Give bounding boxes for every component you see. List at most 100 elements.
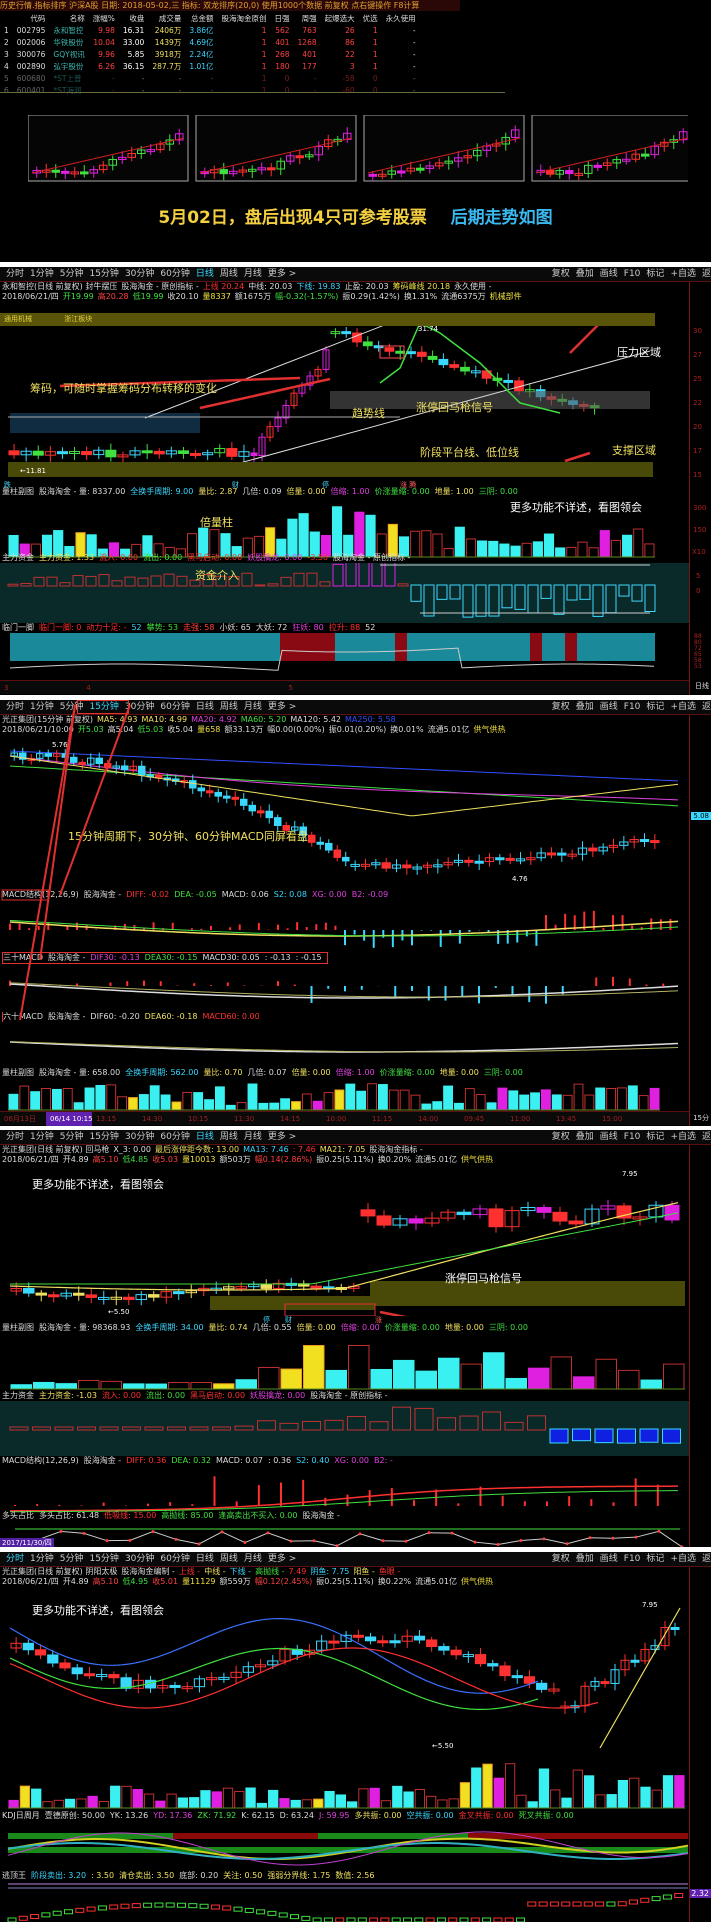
period-tab[interactable]: 5分钟: [59, 702, 84, 712]
toolbar-button[interactable]: 标记: [646, 269, 665, 279]
price-chart[interactable]: [0, 736, 689, 886]
toolbar-button[interactable]: F10: [623, 269, 641, 279]
period-tab[interactable]: 更多 >: [267, 1554, 297, 1564]
period-tab[interactable]: 30分钟: [124, 269, 155, 279]
column-header[interactable]: 永久使用: [385, 13, 416, 23]
toolbar-button[interactable]: 复权: [551, 1132, 570, 1142]
period-tab[interactable]: 1分钟: [30, 269, 54, 279]
table-row[interactable]: 6 600401 *ST海润 - - - - 1 0 - -60 0 -: [0, 84, 420, 96]
kdj-chart[interactable]: [0, 1821, 689, 1871]
period-tab[interactable]: 日线: [195, 269, 214, 279]
period-tab[interactable]: 30分钟: [124, 1132, 155, 1142]
period-tab[interactable]: 更多 >: [267, 1132, 297, 1142]
period-tab[interactable]: 30分钟: [124, 702, 155, 712]
toolbar-button[interactable]: F10: [623, 1554, 641, 1564]
price-chart[interactable]: [0, 1588, 689, 1756]
toolbar-button[interactable]: 返: [701, 702, 711, 712]
toolbar-button[interactable]: 复权: [551, 269, 570, 279]
period-tab[interactable]: 月线: [243, 269, 262, 279]
toolbar-button[interactable]: 画线: [599, 1132, 618, 1142]
bull-ratio-chart[interactable]: [0, 1521, 689, 1547]
column-header[interactable]: 涨幅%: [92, 13, 115, 23]
toolbar-button[interactable]: 返: [701, 1132, 711, 1142]
period-tab[interactable]: 日线: [195, 1132, 214, 1142]
period-tab[interactable]: 日线: [195, 1554, 214, 1564]
toolbar-button[interactable]: 复权: [551, 702, 570, 712]
column-header[interactable]: 成交量: [158, 13, 182, 23]
escape-top-chart[interactable]: [0, 1882, 689, 1922]
period-tab[interactable]: 分时: [6, 269, 25, 279]
table-row[interactable]: 3 300076 GQY视讯 9.96 5.85 3918万 2.24亿 1 268 401 22 1…: [0, 48, 420, 60]
table-row[interactable]: 1 002795 永和智控 9.98 16.31 2406万 3.86亿 1 562 763 26 1…: [0, 24, 420, 36]
period-tab[interactable]: 1分钟: [30, 702, 54, 712]
period-tab[interactable]: 月线: [243, 702, 262, 712]
column-header[interactable]: 收盘: [129, 13, 145, 23]
period-tab[interactable]: 周线: [219, 269, 238, 279]
period-tab[interactable]: 15分钟: [89, 1132, 119, 1142]
price-chart[interactable]: [0, 303, 689, 483]
period-tab[interactable]: 15分钟: [89, 269, 119, 279]
toolbar-button[interactable]: 复权: [551, 1554, 570, 1564]
toolbar-button[interactable]: 画线: [599, 1554, 618, 1564]
period-tab[interactable]: 60分钟: [160, 269, 190, 279]
macd-chart[interactable]: [0, 900, 689, 960]
period-tab[interactable]: 1分钟: [30, 1554, 54, 1564]
fund-chart[interactable]: [0, 563, 689, 623]
toolbar-button[interactable]: 标记: [646, 1132, 665, 1142]
period-tab[interactable]: 60分钟: [160, 1554, 190, 1564]
column-header[interactable]: 总金额: [191, 13, 214, 23]
table-row[interactable]: 2 002006 华铁股份 10.04 33.00 1439万 4.69亿 1 401 1268 8…: [0, 36, 420, 48]
column-header[interactable]: 股海淘金原创: [221, 13, 267, 23]
toolbar-button[interactable]: 返: [701, 269, 711, 279]
period-tab[interactable]: 分时: [6, 1554, 25, 1564]
period-tab[interactable]: 月线: [243, 1132, 262, 1142]
period-tab[interactable]: 月线: [243, 1554, 262, 1564]
period-tab[interactable]: 更多 >: [267, 269, 297, 279]
volume-chart[interactable]: [0, 1078, 689, 1112]
period-tab[interactable]: 15分钟: [89, 702, 119, 712]
column-header[interactable]: 周强: [301, 13, 317, 23]
period-tab[interactable]: 5分钟: [59, 1554, 84, 1564]
period-tab[interactable]: 更多 >: [267, 702, 297, 712]
table-row[interactable]: 5 600680 *ST上普 - - - - 1 0 - -58 0 -: [0, 72, 420, 84]
fund-chart[interactable]: [0, 1401, 689, 1456]
period-tab[interactable]: 周线: [219, 1132, 238, 1142]
period-tab[interactable]: 分时: [6, 702, 25, 712]
period-tab[interactable]: 30分钟: [124, 1554, 155, 1564]
toolbar-button[interactable]: +自选: [670, 1132, 696, 1142]
toolbar-button[interactable]: F10: [623, 1132, 641, 1142]
toolbar-button[interactable]: 标记: [646, 702, 665, 712]
toolbar-button[interactable]: +自选: [670, 269, 696, 279]
toolbar-button[interactable]: F10: [623, 702, 641, 712]
period-tab[interactable]: 15分钟: [89, 1554, 119, 1564]
kick-chart[interactable]: [0, 633, 689, 679]
macd-chart[interactable]: [0, 1466, 689, 1521]
price-chart[interactable]: [0, 1166, 689, 1316]
toolbar-button[interactable]: 返: [701, 1554, 711, 1564]
toolbar-button[interactable]: 叠加: [575, 1132, 594, 1142]
table-row[interactable]: 4 002890 弘宇股份 6.26 36.15 287.7万 1.01亿 1 180 177 3 1…: [0, 60, 420, 72]
toolbar-button[interactable]: 叠加: [575, 1554, 594, 1564]
volume-chart[interactable]: [0, 1758, 689, 1810]
toolbar-button[interactable]: 画线: [599, 269, 618, 279]
period-tab[interactable]: 60分钟: [160, 1132, 190, 1142]
toolbar-button[interactable]: 叠加: [575, 269, 594, 279]
toolbar-button[interactable]: +自选: [670, 702, 696, 712]
volume-chart[interactable]: [0, 497, 689, 559]
macd60-chart[interactable]: [0, 1022, 689, 1074]
period-tab[interactable]: 周线: [219, 1554, 238, 1564]
volume-chart[interactable]: [0, 1333, 689, 1393]
macd30-chart[interactable]: [0, 964, 689, 1022]
column-header[interactable]: [0, 12, 13, 24]
period-tab[interactable]: 周线: [219, 702, 238, 712]
toolbar-button[interactable]: 画线: [599, 702, 618, 712]
period-tab[interactable]: 日线: [195, 702, 214, 712]
toolbar-button[interactable]: 标记: [646, 1554, 665, 1564]
column-header[interactable]: 起爆选大: [324, 13, 355, 23]
period-tab[interactable]: 5分钟: [59, 1132, 84, 1142]
period-tab[interactable]: 1分钟: [30, 1132, 54, 1142]
column-header[interactable]: 代码: [30, 13, 46, 23]
toolbar-button[interactable]: +自选: [670, 1554, 696, 1564]
column-header[interactable]: 名称: [69, 13, 85, 23]
column-header[interactable]: 优选: [362, 13, 378, 23]
